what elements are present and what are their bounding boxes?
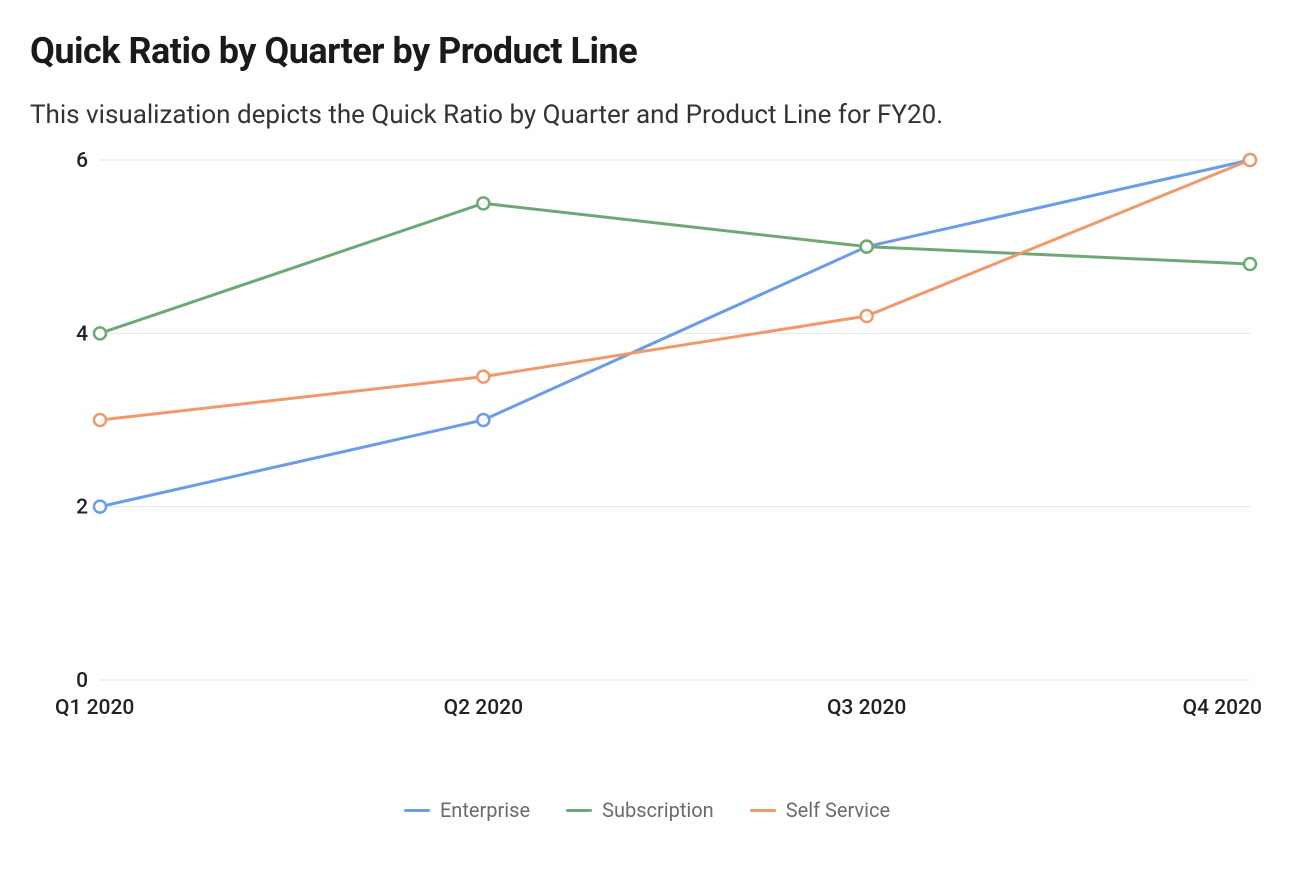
x-tick-label: Q1 2020	[55, 696, 134, 720]
legend-label: Enterprise	[440, 798, 530, 822]
y-tick-label: 0	[76, 669, 88, 693]
legend-label: Self Service	[786, 798, 890, 822]
chart-title: Quick Ratio by Quarter by Product Line	[30, 30, 1264, 72]
chart-subtitle: This visualization depicts the Quick Rat…	[30, 100, 1264, 130]
data-point-inner	[1246, 156, 1254, 164]
data-point-inner	[96, 503, 104, 511]
legend-swatch	[750, 809, 776, 812]
data-point-inner	[1246, 260, 1254, 268]
data-point-inner	[480, 416, 488, 424]
series-line-subscription	[100, 203, 1250, 333]
legend-swatch	[404, 809, 430, 812]
legend-label: Subscription	[602, 798, 714, 822]
data-point-inner	[96, 330, 104, 338]
x-tick-label: Q3 2020	[827, 696, 906, 720]
legend-item-self-service[interactable]: Self Service	[750, 798, 890, 822]
y-tick-label: 4	[76, 322, 88, 346]
chart-container: Quick Ratio by Quarter by Product Line T…	[0, 0, 1294, 882]
chart-plot-area: 0 2 4 6 Q1 2020 Q2 2020 Q3 2020 Q4 2020	[30, 150, 1264, 770]
x-tick-label: Q2 2020	[444, 696, 523, 720]
x-tick-label: Q4 2020	[1183, 696, 1262, 720]
data-point-inner	[96, 416, 104, 424]
legend-item-enterprise[interactable]: Enterprise	[404, 798, 530, 822]
legend-item-subscription[interactable]: Subscription	[566, 798, 714, 822]
y-tick-label: 6	[76, 150, 88, 173]
data-point-inner	[863, 312, 871, 320]
y-tick-label: 2	[76, 496, 88, 520]
data-point-inner	[863, 243, 871, 251]
data-point-inner	[480, 200, 488, 208]
line-chart-svg: 0 2 4 6 Q1 2020 Q2 2020 Q3 2020 Q4 2020	[30, 150, 1264, 730]
data-point-inner	[480, 373, 488, 381]
legend-swatch	[566, 809, 592, 812]
chart-legend: Enterprise Subscription Self Service	[30, 798, 1264, 822]
